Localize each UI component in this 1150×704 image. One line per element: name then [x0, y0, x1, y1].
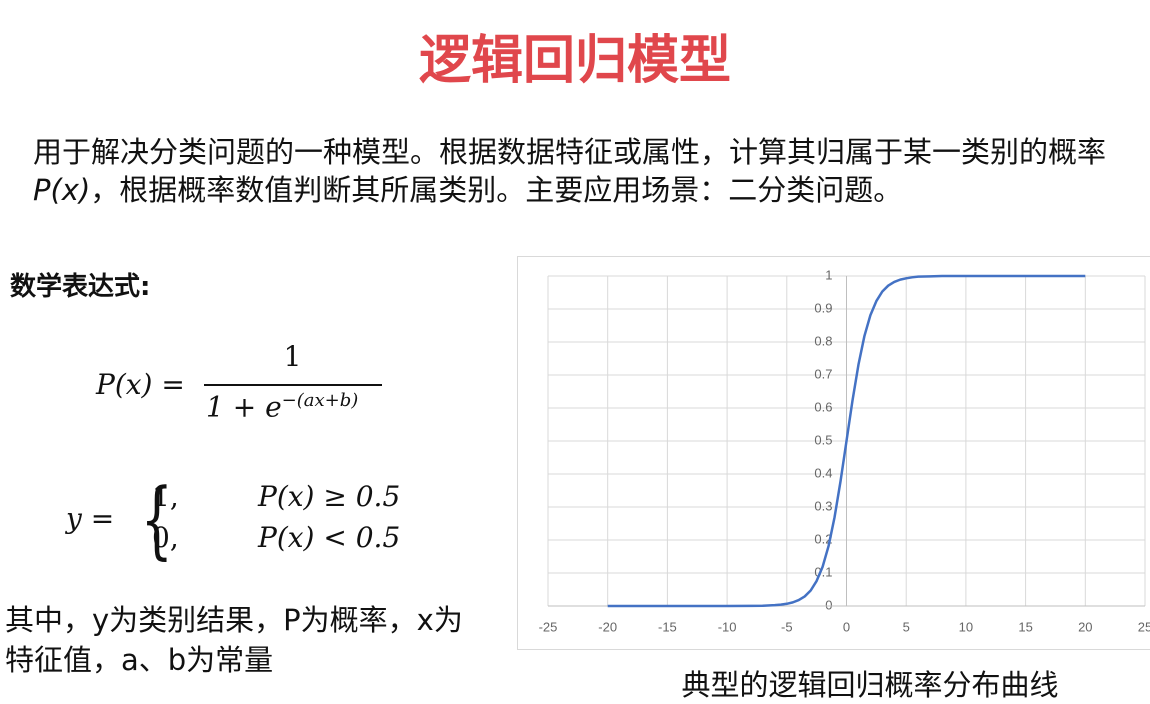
x-tick-label: -25 [539, 619, 558, 634]
formula-lhs: P(x) = [96, 368, 185, 401]
y-tick-label: 0.4 [814, 465, 832, 480]
fraction-bar [204, 384, 382, 386]
case-value: 1, [152, 480, 179, 513]
y-tick-label: 0.3 [814, 498, 832, 513]
chart: 00.10.20.30.40.50.60.70.80.91-25-20-15-1… [517, 256, 1150, 650]
note: 其中，y为类别结果，P为概率，x为特征值，a、b为常量 [5, 600, 475, 680]
x-tick-label: 25 [1138, 619, 1150, 634]
x-tick-label: -20 [598, 619, 617, 634]
intro: 用于解决分类问题的一种模型。根据数据特征或属性，计算其归属于某一类别的概率 P(x… [33, 133, 1148, 209]
piecewise-lhs: y = [66, 502, 114, 535]
y-tick-label: 1 [825, 267, 832, 282]
x-tick-label: -5 [781, 619, 793, 634]
chart-frame [518, 257, 1150, 650]
x-tick-label: 10 [959, 619, 973, 634]
y-tick-label: 0.6 [814, 399, 832, 414]
x-tick-label: 5 [903, 619, 910, 634]
numerator: 1 [200, 340, 385, 373]
exponent: −(ax+b) [282, 390, 359, 411]
x-tick-label: -10 [718, 619, 737, 634]
denominator: 1 + e−(ax+b) [206, 390, 358, 423]
y-tick-label: 0 [825, 597, 832, 612]
y-tick-label: 0.7 [814, 366, 832, 381]
slide-title: 逻辑回归模型 [0, 18, 1150, 93]
y-tick-label: 0.9 [814, 300, 832, 315]
formula-heading: 数学表达式: [10, 266, 150, 303]
case-condition: P(x) < 0.5 [258, 521, 400, 554]
x-tick-label: 15 [1018, 619, 1032, 634]
denominator-base: 1 + e [206, 390, 282, 423]
x-tick-label: 0 [843, 619, 850, 634]
x-tick-label: 20 [1078, 619, 1092, 634]
y-tick-label: 0.5 [814, 432, 832, 447]
y-tick-label: 0.8 [814, 333, 832, 348]
intro-text: 用于解决分类问题的一种模型。根据数据特征或属性，计算其归属于某一类别的概率 [33, 135, 1106, 169]
case-condition: P(x) ≥ 0.5 [258, 480, 400, 513]
intro-text: ，根据概率数值判断其所属类别。主要应用场景：二分类问题。 [90, 173, 902, 207]
case-value: 0, [152, 521, 179, 554]
x-tick-label: -15 [658, 619, 677, 634]
intro-var: P(x) [33, 173, 90, 207]
